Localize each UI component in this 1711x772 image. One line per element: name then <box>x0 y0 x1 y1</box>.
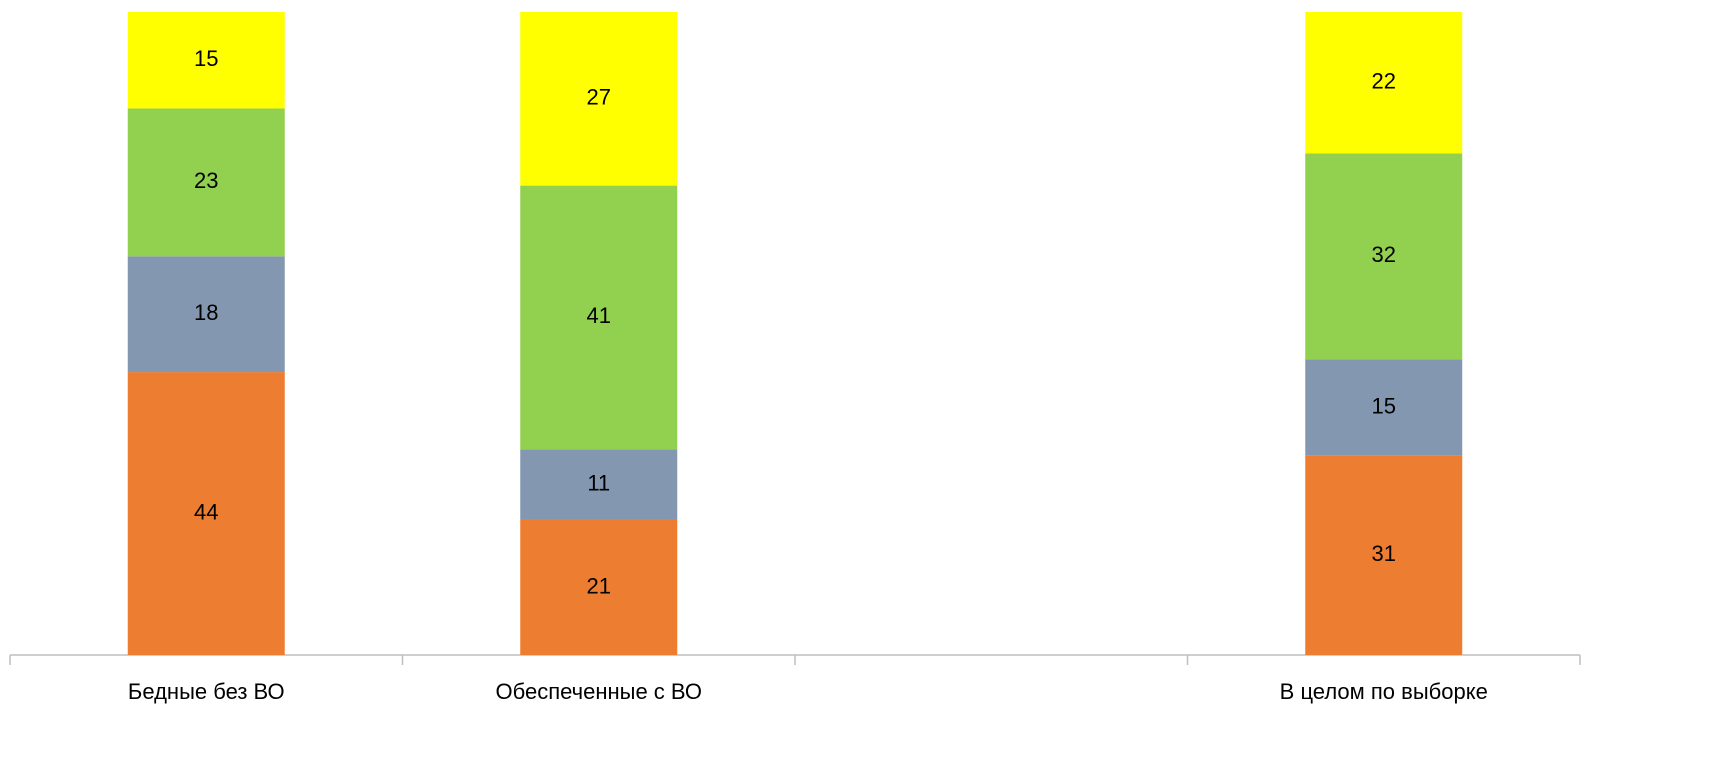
bar-segment <box>127 256 285 373</box>
bar-segment <box>1305 12 1463 154</box>
data-label: 23 <box>194 168 218 193</box>
data-label: 22 <box>1372 69 1396 94</box>
x-tick-label: В целом по выборке <box>1280 679 1488 704</box>
bar-segment <box>520 519 678 655</box>
data-label: 18 <box>194 300 218 325</box>
data-label: 27 <box>587 85 611 110</box>
data-label: 31 <box>1372 541 1396 566</box>
bar-segment <box>1305 359 1463 456</box>
bar-segment <box>520 449 678 520</box>
x-tick-label: Бедные без ВО <box>128 679 285 704</box>
bar-segment <box>1305 153 1463 360</box>
bar-segment <box>520 12 678 186</box>
bar-segment <box>520 185 678 450</box>
bar-segment <box>127 372 285 655</box>
bar-segment <box>1305 455 1463 655</box>
data-label: 15 <box>194 46 218 71</box>
data-label: 11 <box>587 470 610 495</box>
bar-segment <box>127 12 285 109</box>
data-label: 21 <box>587 573 611 598</box>
x-tick-label: Обеспеченные с ВО <box>496 679 702 704</box>
data-label: 15 <box>1372 393 1396 418</box>
data-label: 41 <box>587 303 611 328</box>
data-label: 44 <box>194 499 218 524</box>
data-label: 32 <box>1372 242 1396 267</box>
bar-segment <box>127 108 285 257</box>
